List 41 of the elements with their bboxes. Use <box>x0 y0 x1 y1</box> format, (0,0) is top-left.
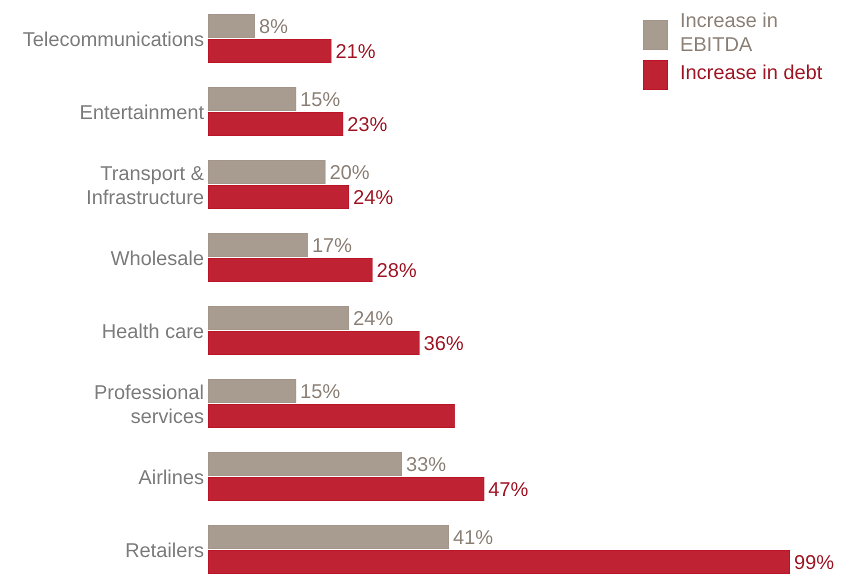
data-label: 21% <box>335 41 376 63</box>
data-label: 47% <box>488 479 529 501</box>
bar <box>208 39 332 63</box>
data-label: 24% <box>353 187 394 209</box>
data-label: 41% <box>453 527 494 549</box>
y-tick-label: Entertainment <box>79 102 204 124</box>
data-label: 17% <box>312 235 352 257</box>
bar <box>208 379 296 403</box>
data-label: 36% <box>424 333 464 355</box>
data-label: 23% <box>347 114 388 136</box>
data-label: 33% <box>406 454 446 476</box>
data-label: 20% <box>330 162 370 184</box>
legend-label: Increase in debt <box>680 62 823 84</box>
y-tick-label: Retailers <box>125 540 204 562</box>
y-tick-label: Transport & Infrastructure <box>86 163 205 209</box>
bar <box>208 14 256 38</box>
y-tick-label: Professional services <box>94 382 204 428</box>
data-label: 15% <box>300 381 340 403</box>
bar <box>208 87 296 111</box>
bar <box>208 306 350 330</box>
y-tick-label: Airlines <box>138 467 204 489</box>
y-tick-label: Wholesale <box>110 248 204 270</box>
data-label: 15% <box>300 89 340 111</box>
data-label: 99% <box>794 552 834 574</box>
bar <box>208 452 402 476</box>
bar <box>208 112 344 136</box>
data-label: 24% <box>353 308 394 330</box>
bar <box>208 404 455 428</box>
bar <box>208 258 373 282</box>
legend-label: Increase in EBITDA <box>680 10 778 56</box>
y-tick-label: Health care <box>102 321 204 343</box>
bar <box>208 160 326 184</box>
data-label: 28% <box>376 260 417 282</box>
bar <box>208 550 790 574</box>
bar <box>208 525 450 549</box>
y-tick-label: Telecommunications <box>22 29 204 51</box>
bar <box>208 331 420 355</box>
bar <box>208 185 350 209</box>
data-label: 8% <box>259 16 288 38</box>
bar <box>208 477 484 501</box>
bar <box>208 233 308 257</box>
